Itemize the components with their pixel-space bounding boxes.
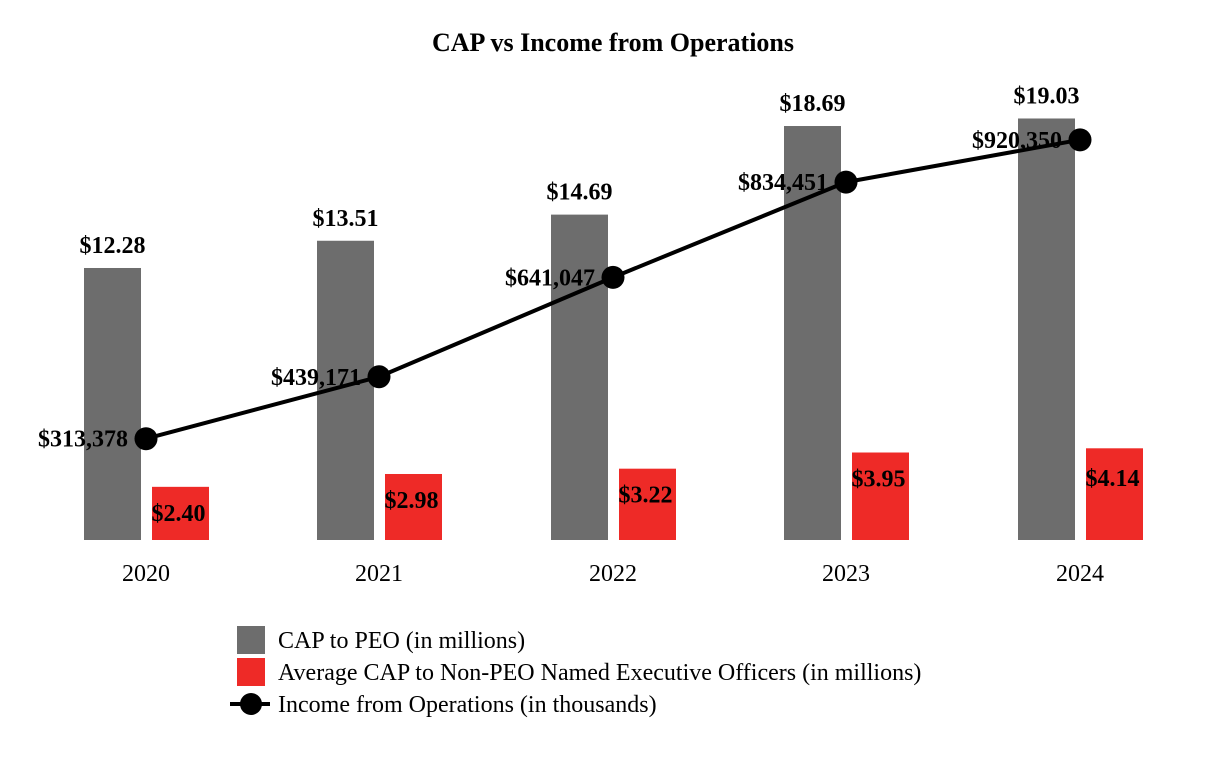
label-income-2023: $834,451	[738, 170, 828, 196]
label-income-2021: $439,171	[271, 365, 361, 391]
point-income-2023	[834, 170, 858, 194]
bar-avg-cap-neo-2021	[385, 473, 442, 540]
chart-title: CAP vs Income from Operations	[432, 28, 794, 57]
bar-avg-cap-neo-2020	[152, 486, 209, 540]
point-income-2022	[601, 265, 625, 289]
x-tick-2024: 2024	[1056, 561, 1104, 587]
x-tick-2021: 2021	[355, 561, 403, 587]
label-cap-peo-2024: $19.03	[1014, 83, 1080, 109]
legend-swatch-avg-cap-neo	[237, 658, 265, 686]
label-avg-cap-neo-2024: $4.14	[1086, 466, 1140, 492]
bar-avg-cap-neo-2023	[852, 452, 909, 540]
bar-cap-peo-2022	[551, 214, 608, 540]
labels-layer: $12.28 $13.51 $14.69 $18.69 $19.03 $2.40 $2.98…	[38, 83, 1140, 526]
bar-cap-peo-2020	[84, 267, 141, 540]
point-income-2021	[367, 365, 391, 389]
bar-cap-peo-2024	[1018, 118, 1075, 540]
x-tick-2022: 2022	[589, 561, 637, 587]
label-avg-cap-neo-2022: $3.22	[619, 483, 673, 509]
label-cap-peo-2023: $18.69	[780, 91, 846, 117]
legend-swatch-cap-peo	[237, 626, 265, 654]
legend-swatch-income-marker	[240, 693, 262, 715]
label-avg-cap-neo-2020: $2.40	[152, 501, 206, 527]
line-income	[145, 137, 1081, 441]
label-avg-cap-neo-2023: $3.95	[852, 467, 906, 493]
bar-avg-cap-neo-2024	[1086, 448, 1143, 540]
label-cap-peo-2020: $12.28	[80, 233, 146, 259]
x-tick-2023: 2023	[822, 561, 870, 587]
legend-label-income: Income from Operations (in thousands)	[278, 692, 657, 718]
bar-avg-cap-neo-2022	[619, 468, 676, 540]
label-income-2020: $313,378	[38, 427, 128, 453]
label-cap-peo-2022: $14.69	[547, 180, 613, 206]
label-avg-cap-neo-2021: $2.98	[385, 488, 439, 514]
x-axis-ticks: 2020 2021 2022 2023 2024	[122, 561, 1104, 587]
point-income-2020	[134, 427, 158, 451]
bars-layer	[84, 118, 1143, 541]
legend-label-cap-peo: CAP to PEO (in millions)	[278, 628, 525, 654]
label-income-2024: $920,350	[972, 128, 1062, 154]
line-layer	[134, 128, 1092, 451]
x-tick-2020: 2020	[122, 561, 170, 587]
label-income-2022: $641,047	[505, 265, 595, 291]
label-cap-peo-2021: $13.51	[313, 206, 379, 232]
legend-label-avg-cap-neo: Average CAP to Non-PEO Named Executive O…	[278, 660, 921, 686]
point-income-2024	[1068, 128, 1092, 152]
legend: CAP to PEO (in millions) Average CAP to N…	[230, 626, 921, 718]
